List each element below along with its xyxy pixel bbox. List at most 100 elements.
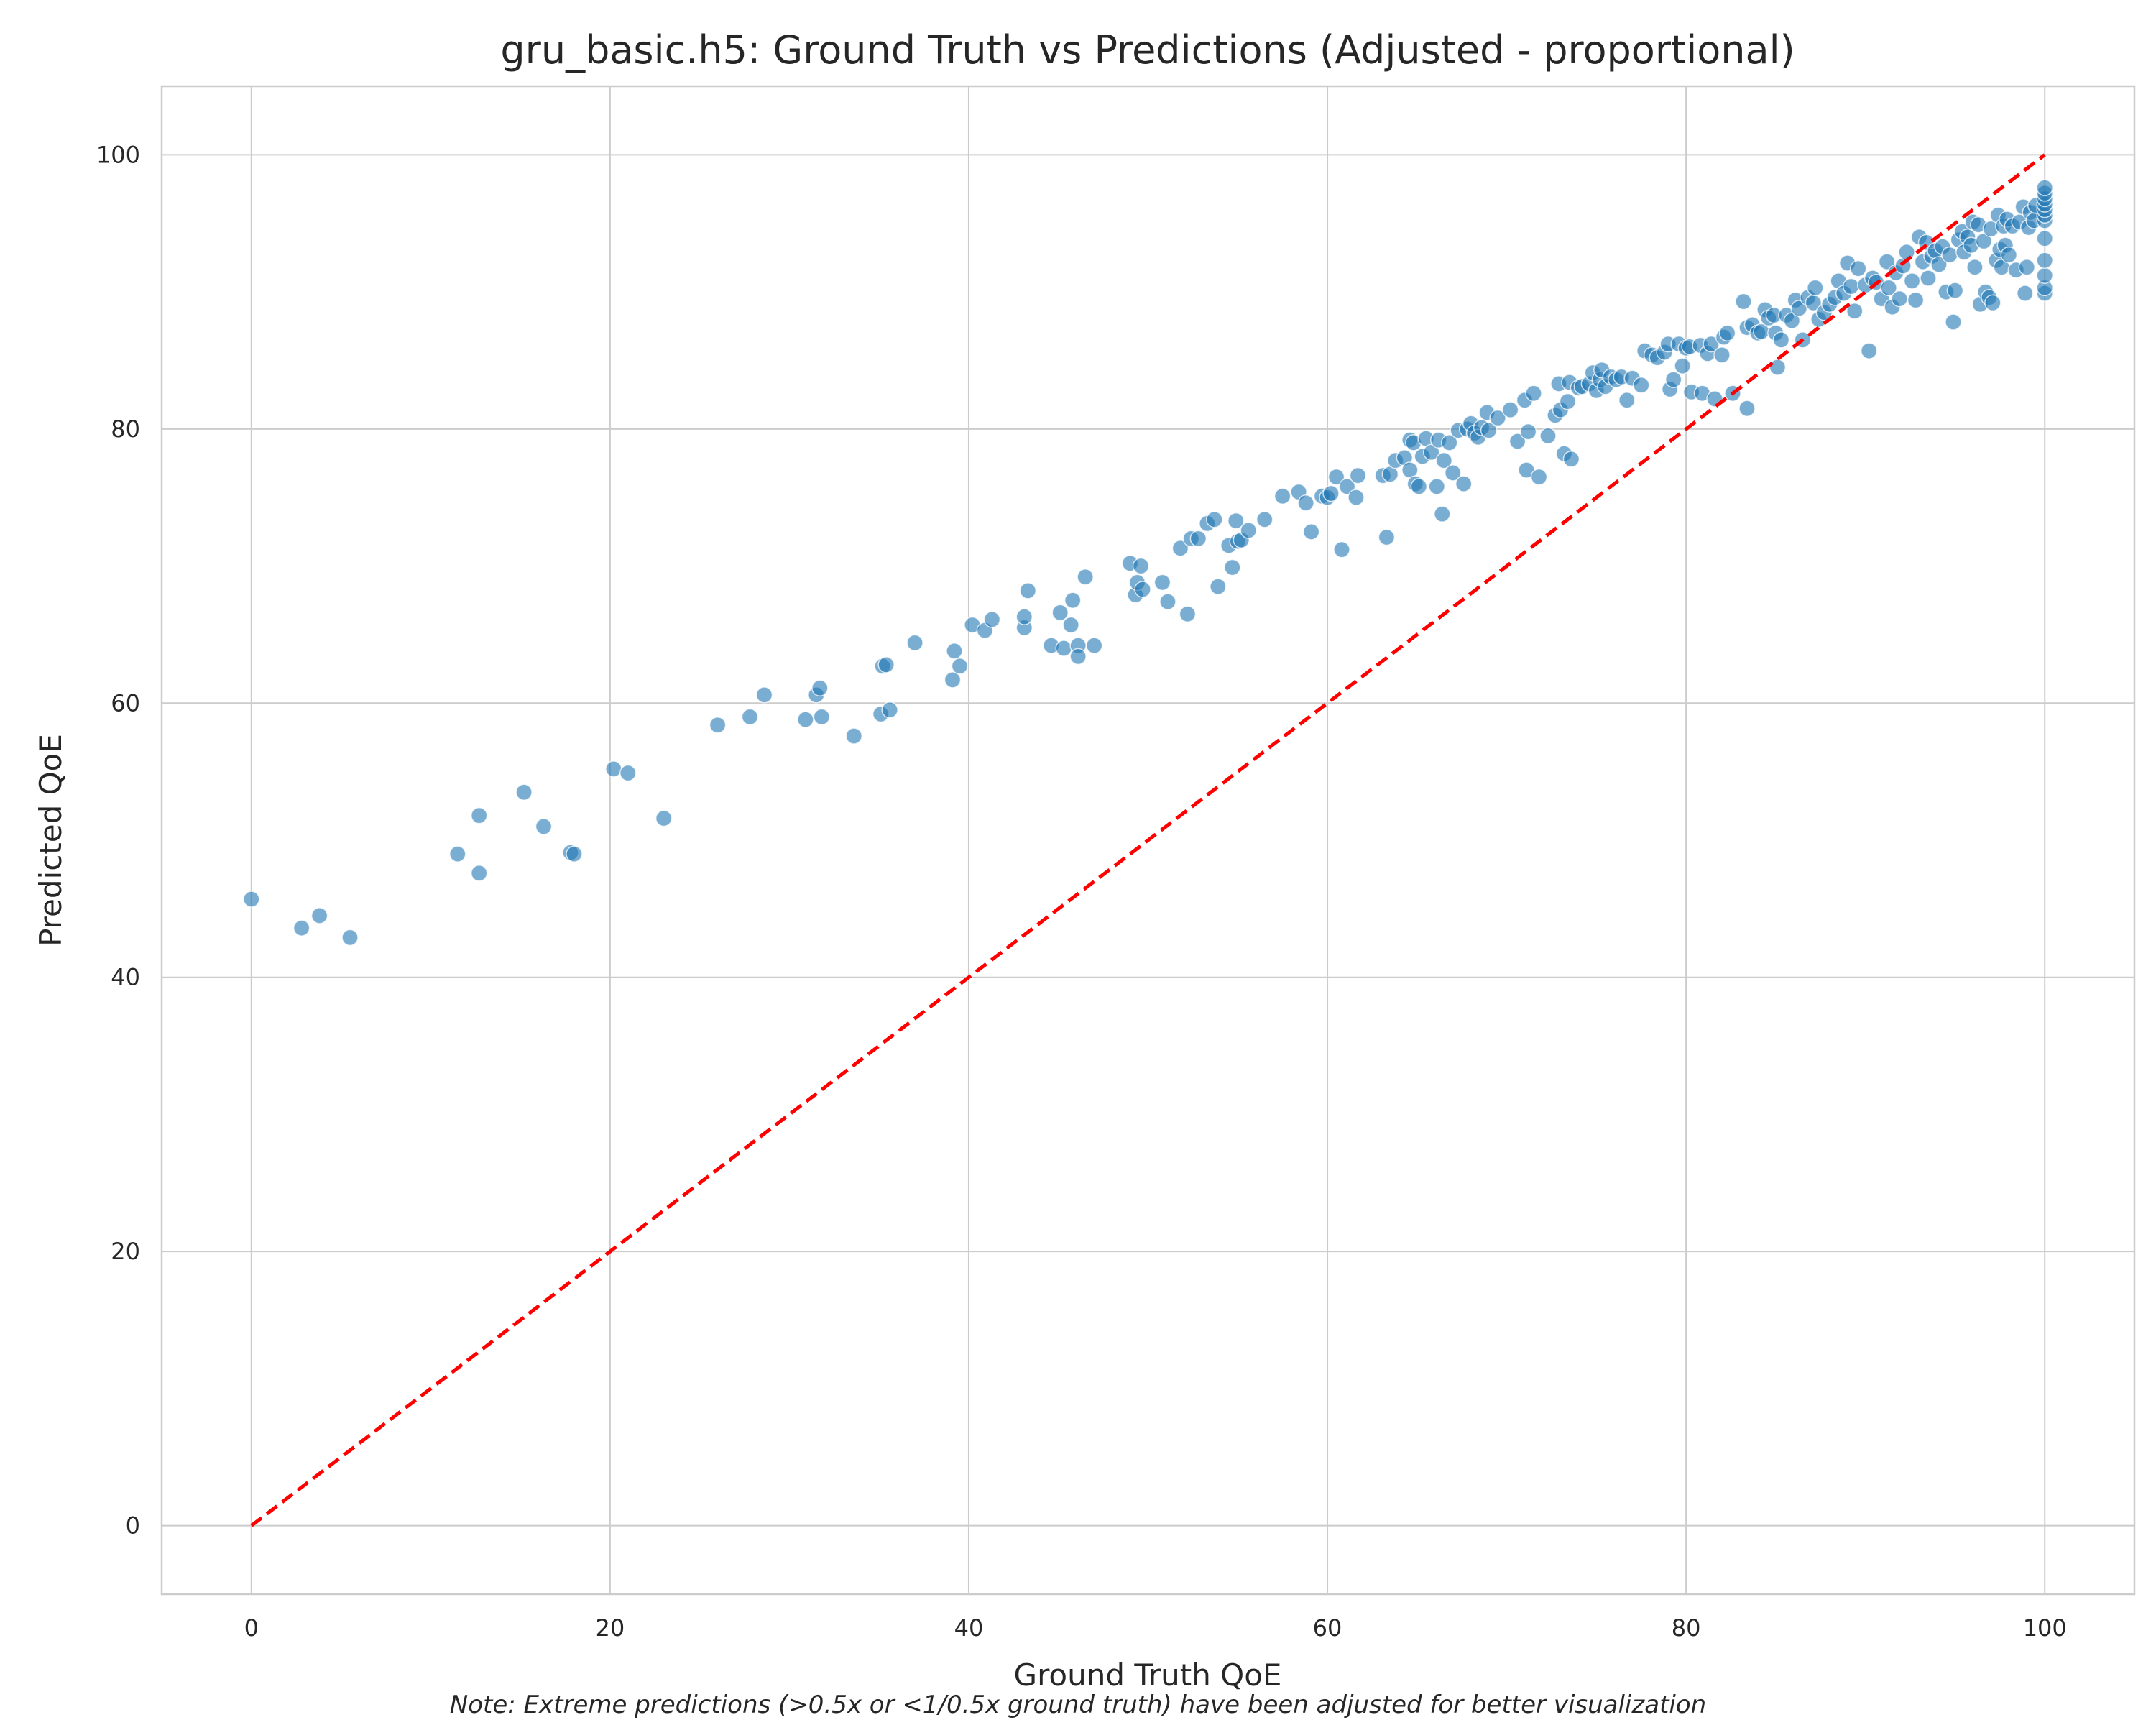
- data-point: [2036, 229, 2053, 247]
- data-point: [1455, 475, 1473, 492]
- x-tick-label: 80: [1672, 1614, 1701, 1642]
- data-point: [1738, 400, 1756, 417]
- data-point: [1015, 608, 1033, 625]
- chart-note: Note: Extreme predictions (>0.5x or <1/0…: [450, 1690, 1706, 1719]
- data-point: [1134, 581, 1151, 598]
- data-point: [1530, 468, 1548, 486]
- data-point: [1132, 557, 1150, 575]
- y-tick-label: 100: [96, 141, 140, 168]
- x-tick-label: 60: [1313, 1614, 1342, 1642]
- data-point: [1489, 409, 1506, 427]
- data-point: [605, 760, 622, 778]
- data-point: [1941, 246, 1958, 264]
- data-point: [1898, 244, 1915, 261]
- x-tick-labels: 0 20 40 60 80 100: [244, 1614, 2067, 1642]
- y-tick-label: 0: [126, 1512, 140, 1540]
- data-point: [1179, 605, 1197, 623]
- data-point: [1920, 270, 1937, 287]
- data-point: [1062, 616, 1079, 634]
- data-point: [1189, 530, 1207, 548]
- data-point: [1064, 592, 1082, 609]
- data-point: [1338, 478, 1356, 495]
- data-point: [449, 845, 466, 862]
- data-point: [1434, 505, 1451, 523]
- data-point: [1878, 253, 1896, 270]
- chart-title: gru_basic.h5: Ground Truth vs Prediction…: [500, 27, 1795, 73]
- data-point: [1171, 540, 1189, 557]
- data-point: [797, 711, 814, 728]
- data-point: [845, 727, 862, 745]
- data-point: [813, 708, 831, 726]
- data-point: [1273, 487, 1291, 505]
- data-point: [1333, 540, 1350, 558]
- data-point: [1713, 346, 1731, 364]
- data-point: [566, 845, 583, 862]
- data-point: [535, 818, 553, 835]
- data-point: [951, 658, 969, 675]
- data-point: [2036, 267, 2053, 284]
- x-tick-label: 0: [244, 1614, 259, 1642]
- data-point: [1790, 300, 1808, 317]
- data-points: [243, 179, 2053, 947]
- reference-line: [250, 153, 2046, 1527]
- data-point: [1227, 512, 1245, 530]
- data-point: [470, 865, 488, 882]
- data-point: [470, 806, 488, 824]
- data-point: [1735, 293, 1752, 310]
- data-point: [2000, 246, 2018, 264]
- data-point: [944, 671, 962, 689]
- x-tick-label: 100: [2023, 1614, 2067, 1642]
- y-tick-label: 20: [111, 1238, 140, 1265]
- data-point: [1946, 282, 1964, 299]
- data-point: [2017, 285, 2034, 302]
- data-point: [1159, 593, 1176, 610]
- data-point: [811, 679, 829, 697]
- data-point: [1880, 279, 1897, 297]
- data-point: [1984, 294, 2001, 312]
- data-point: [1069, 648, 1087, 666]
- y-axis-label: Predicted QoE: [33, 734, 68, 947]
- data-point: [1051, 604, 1069, 622]
- data-point: [1966, 259, 1984, 276]
- data-point: [1206, 510, 1223, 528]
- y-tick-label: 60: [111, 689, 140, 717]
- data-point: [1501, 401, 1519, 418]
- data-point: [1410, 478, 1428, 495]
- data-point: [1930, 256, 1948, 273]
- data-point: [1508, 433, 1526, 450]
- data-point: [1322, 484, 1340, 502]
- data-point: [906, 634, 923, 652]
- data-point: [881, 702, 898, 719]
- data-point: [1224, 558, 1241, 576]
- data-point: [1664, 371, 1682, 388]
- data-point: [1674, 357, 1691, 374]
- data-point: [2036, 252, 2053, 269]
- plot-frame: [160, 85, 2136, 1596]
- data-point: [946, 643, 963, 660]
- data-point: [1849, 259, 1867, 277]
- data-point: [310, 907, 328, 924]
- data-point: [1440, 434, 1458, 451]
- data-point: [1903, 272, 1921, 290]
- data-point: [1428, 478, 1446, 495]
- data-point: [243, 891, 260, 908]
- data-point: [709, 717, 727, 734]
- data-point: [1519, 423, 1537, 441]
- y-tick-labels: 0 20 40 60 80 100: [96, 141, 140, 1539]
- data-point: [1085, 637, 1103, 654]
- data-point: [1435, 451, 1452, 469]
- y-gridlines: [162, 154, 2134, 1527]
- data-point: [1618, 392, 1636, 409]
- data-point: [755, 686, 773, 704]
- y-tick-label: 40: [111, 964, 140, 991]
- data-point: [1539, 427, 1557, 445]
- data-point: [2018, 259, 2036, 276]
- data-point: [1240, 522, 1257, 539]
- data-point: [1772, 331, 1790, 349]
- data-point: [1945, 313, 1962, 331]
- data-point: [1718, 324, 1736, 342]
- data-point: [1633, 377, 1650, 394]
- data-point: [1256, 510, 1273, 528]
- y-tick-label: 80: [111, 415, 140, 443]
